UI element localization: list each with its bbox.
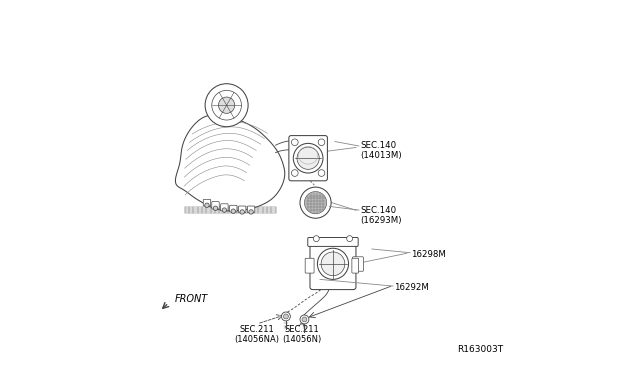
Polygon shape <box>175 115 285 211</box>
Circle shape <box>300 187 331 218</box>
Circle shape <box>291 170 298 176</box>
Text: 16292M: 16292M <box>394 283 429 292</box>
FancyBboxPatch shape <box>230 205 237 212</box>
Circle shape <box>291 139 298 145</box>
FancyBboxPatch shape <box>204 199 211 206</box>
Text: SEC.140
(14013M): SEC.140 (14013M) <box>360 141 402 160</box>
FancyBboxPatch shape <box>310 242 356 289</box>
Text: SEC.211
(14056N): SEC.211 (14056N) <box>282 324 321 344</box>
FancyBboxPatch shape <box>352 258 358 273</box>
FancyBboxPatch shape <box>239 206 246 213</box>
Circle shape <box>318 139 325 145</box>
Circle shape <box>240 210 244 214</box>
Text: R163003T: R163003T <box>457 345 503 354</box>
Circle shape <box>205 84 248 127</box>
Circle shape <box>317 248 349 279</box>
Circle shape <box>249 210 253 214</box>
FancyBboxPatch shape <box>248 206 255 213</box>
Circle shape <box>205 203 209 208</box>
FancyBboxPatch shape <box>212 202 219 209</box>
Text: 16298M: 16298M <box>411 250 445 259</box>
Circle shape <box>222 208 227 212</box>
Text: SEC.140
(16293M): SEC.140 (16293M) <box>360 206 401 225</box>
FancyBboxPatch shape <box>308 237 358 246</box>
Text: SEC.211
(14056NA): SEC.211 (14056NA) <box>234 324 280 344</box>
FancyBboxPatch shape <box>353 257 364 271</box>
Circle shape <box>321 252 345 276</box>
Text: FRONT: FRONT <box>174 294 207 304</box>
Circle shape <box>314 235 319 241</box>
Circle shape <box>218 97 235 113</box>
Circle shape <box>297 147 319 169</box>
FancyBboxPatch shape <box>221 204 228 211</box>
Circle shape <box>231 209 236 214</box>
FancyBboxPatch shape <box>305 258 314 273</box>
Circle shape <box>213 206 218 211</box>
Circle shape <box>305 192 326 214</box>
FancyBboxPatch shape <box>289 136 328 181</box>
Circle shape <box>282 312 291 321</box>
Circle shape <box>212 90 241 120</box>
Circle shape <box>293 143 323 173</box>
Circle shape <box>300 315 309 324</box>
Circle shape <box>302 317 307 322</box>
Circle shape <box>318 170 325 176</box>
Circle shape <box>347 235 353 241</box>
Circle shape <box>284 314 289 319</box>
